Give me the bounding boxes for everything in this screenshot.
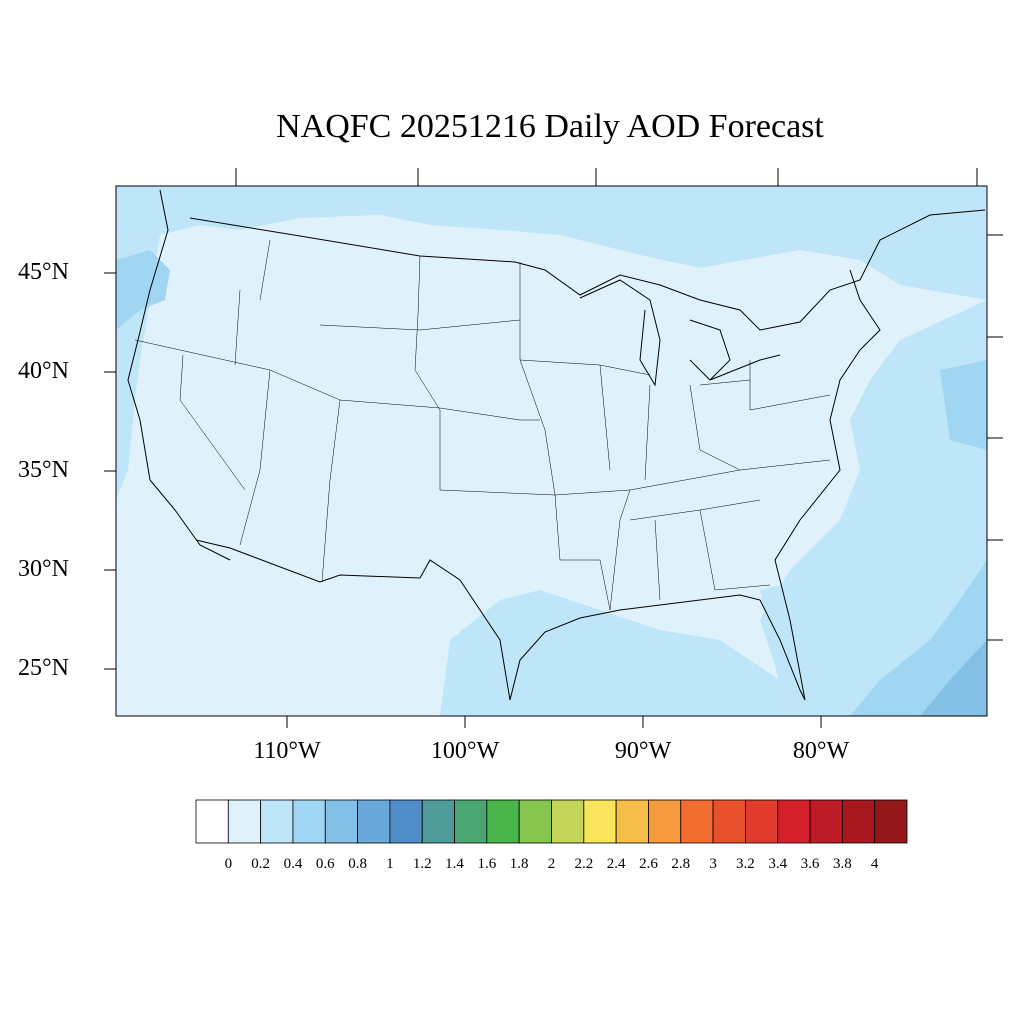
colorbar-swatch (745, 799, 779, 844)
lat-label-25: 25°N (18, 655, 69, 681)
colorbar-tick-label: 2.2 (574, 856, 594, 872)
gulf-coast (509, 594, 806, 701)
lat-label-30: 30°N (18, 556, 69, 582)
aod-region-florida (760, 580, 820, 700)
colorbar-swatch (260, 799, 294, 844)
colorbar-tick-label: 0.8 (348, 856, 367, 872)
colorbar-tick-label: 2.8 (671, 856, 691, 872)
colorbar-swatch (777, 799, 811, 844)
colorbar-tick-label: 2.4 (606, 856, 626, 872)
lon-label-90: 90°W (614, 738, 672, 764)
colorbar-swatch (389, 799, 423, 844)
lon-label-80: 80°W (792, 738, 850, 764)
colorbar-tick-label: 0.2 (251, 856, 270, 872)
lat-label-45: 45°N (18, 259, 69, 285)
colorbar-tick-label: 2 (547, 856, 556, 872)
colorbar-swatch (551, 799, 585, 844)
map-boundaries (127, 189, 986, 701)
colorbar-tick-label: 3.2 (736, 856, 755, 872)
state-lines (134, 239, 831, 611)
aod-region-atlantic (760, 300, 987, 716)
colorbar-swatch (680, 799, 714, 844)
colorbar-swatch (809, 799, 843, 844)
map-frame (115, 185, 988, 717)
colorbar-swatch (195, 799, 229, 844)
colorbar-swatch (874, 799, 908, 844)
colorbar-swatch (841, 799, 876, 844)
colorbar-tick-label: 1 (386, 856, 394, 872)
colorbar-swatch (324, 799, 358, 844)
colorbar-tick-label: 0.4 (283, 856, 303, 872)
aod-contours (116, 186, 987, 716)
colorbar-swatch (583, 799, 617, 844)
aod-region-atlantic-se (850, 560, 987, 716)
lon-label-110: 110°W (253, 738, 321, 764)
aod-region-north (116, 186, 987, 300)
lon-label-100: 100°W (430, 738, 500, 764)
mexico-border (195, 539, 511, 701)
colorbar-tick-label: 0.6 (315, 856, 335, 872)
colorbar-swatch (227, 799, 262, 844)
colorbar-swatch (486, 799, 520, 844)
colorbar-swatch (648, 799, 682, 844)
colorbar-tick-label: 1.4 (445, 856, 464, 872)
colorbar-tick-label: 1.8 (509, 856, 529, 872)
lat-label-35: 35°N (18, 457, 69, 483)
colorbar-tick-label: 4 (870, 856, 879, 872)
colorbar-swatch (454, 799, 488, 844)
colorbar-swatch (357, 799, 391, 844)
colorbar-tick-label: 1.6 (477, 856, 497, 872)
lat-label-40: 40°N (18, 358, 69, 384)
aod-region-caribbean (920, 640, 987, 716)
colorbar-tick-label: 3.8 (832, 856, 852, 872)
colorbar-swatch (518, 799, 552, 844)
colorbar (195, 799, 908, 844)
west-coast (127, 189, 231, 561)
colorbar-swatch (615, 799, 649, 844)
colorbar-swatch (292, 799, 326, 844)
colorbar-tick-label: 0 (224, 856, 233, 872)
colorbar-swatch (421, 799, 455, 844)
map-title: NAQFC 20251216 Daily AOD Forecast (276, 108, 824, 145)
axis-ticks (104, 168, 1003, 728)
aod-region-gulf (440, 590, 800, 716)
colorbar-swatch (712, 799, 746, 844)
colorbar-tick-label: 3 (709, 856, 717, 872)
colorbar-tick-label: 3.4 (768, 856, 788, 872)
colorbar-tick-label: 3.6 (800, 856, 820, 872)
east-coast (774, 269, 881, 701)
great-lakes (579, 279, 781, 387)
colorbar-tick-label: 1.2 (412, 856, 432, 872)
canada-border (189, 209, 986, 331)
colorbar-tick-label: 2.6 (639, 856, 658, 872)
aod-region-atlantic-high (940, 360, 987, 450)
